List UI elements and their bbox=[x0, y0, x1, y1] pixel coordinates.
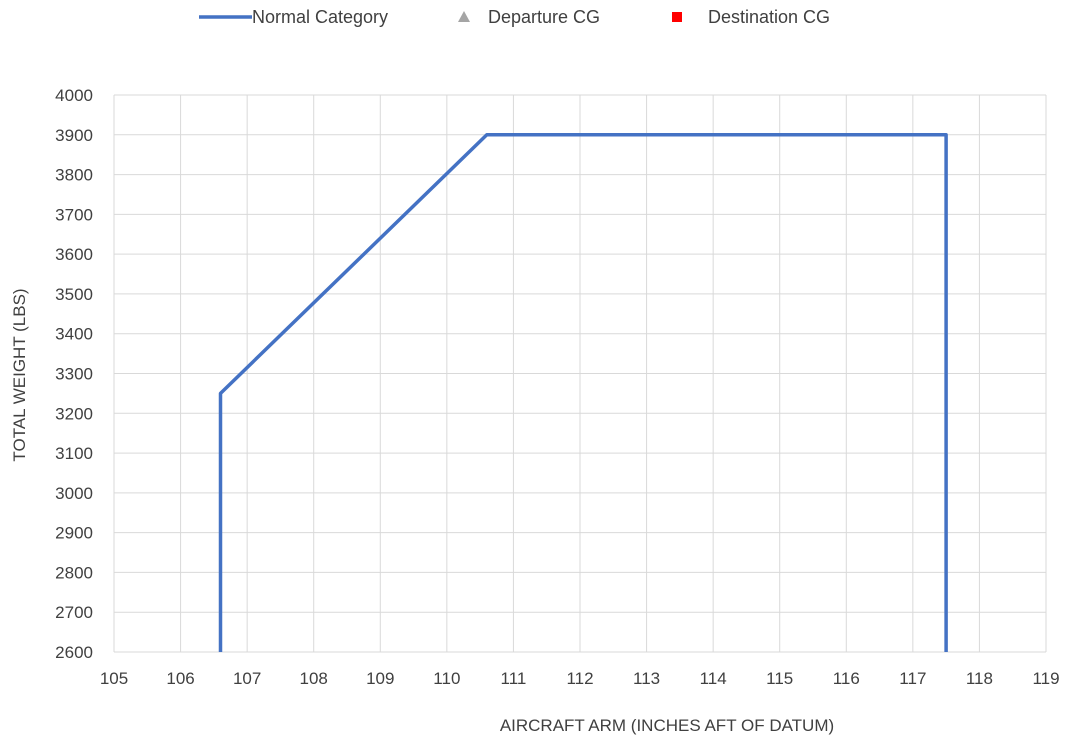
y-tick-label: 3500 bbox=[55, 285, 93, 304]
x-tick-label: 119 bbox=[1032, 669, 1059, 688]
x-tick-label: 118 bbox=[966, 669, 993, 688]
legend-square-icon bbox=[672, 12, 682, 22]
series-layer bbox=[218, 133, 948, 652]
legend: Normal Category Departure CG Destination C… bbox=[199, 7, 830, 27]
x-axis-title: AIRCRAFT ARM (INCHES AFT OF DATUM) bbox=[500, 716, 834, 735]
x-tick-label: 109 bbox=[366, 669, 394, 688]
legend-label: Destination CG bbox=[708, 7, 830, 27]
legend-item: Destination CG bbox=[672, 7, 830, 27]
series-line-normal-category bbox=[218, 133, 948, 652]
x-tick-labels: 105 106 107 108 109 110 111 112 113 114 115 116 117 1… bbox=[100, 669, 1060, 688]
x-tick-label: 116 bbox=[833, 669, 860, 688]
y-tick-label: 2800 bbox=[55, 563, 93, 582]
x-tick-label: 107 bbox=[233, 669, 261, 688]
y-tick-label: 3300 bbox=[55, 365, 93, 384]
x-tick-label: 117 bbox=[899, 669, 926, 688]
y-tick-label: 3800 bbox=[55, 166, 93, 185]
y-axis-title: TOTAL WEIGHT (LBS) bbox=[10, 288, 29, 461]
x-tick-label: 105 bbox=[100, 669, 128, 688]
y-tick-label: 2900 bbox=[55, 524, 93, 543]
y-tick-label: 2700 bbox=[55, 603, 93, 622]
legend-triangle-icon bbox=[458, 11, 470, 22]
x-tick-label: 111 bbox=[501, 669, 527, 688]
y-tick-label: 2600 bbox=[55, 643, 93, 662]
y-tick-labels: 2600 2700 2800 2900 3000 3100 3200 3300 3400 3500… bbox=[55, 86, 93, 662]
legend-label: Normal Category bbox=[252, 7, 388, 27]
gridlines bbox=[113, 94, 1047, 653]
y-tick-label: 3700 bbox=[55, 205, 93, 224]
legend-item: Departure CG bbox=[458, 7, 600, 27]
x-tick-label: 108 bbox=[300, 669, 328, 688]
y-tick-label: 3600 bbox=[55, 245, 93, 264]
y-tick-label: 3400 bbox=[55, 325, 93, 344]
x-tick-label: 112 bbox=[566, 669, 593, 688]
y-tick-label: 3100 bbox=[55, 444, 93, 463]
x-tick-label: 106 bbox=[166, 669, 194, 688]
x-tick-label: 115 bbox=[766, 669, 793, 688]
legend-item: Normal Category bbox=[199, 7, 388, 27]
x-tick-label: 110 bbox=[433, 669, 460, 688]
y-tick-label: 4000 bbox=[55, 86, 93, 105]
x-tick-label: 113 bbox=[633, 669, 660, 688]
y-tick-label: 3900 bbox=[55, 126, 93, 145]
y-tick-label: 3000 bbox=[55, 484, 93, 503]
x-tick-label: 114 bbox=[700, 669, 727, 688]
y-tick-label: 3200 bbox=[55, 404, 93, 423]
legend-label: Departure CG bbox=[488, 7, 600, 27]
